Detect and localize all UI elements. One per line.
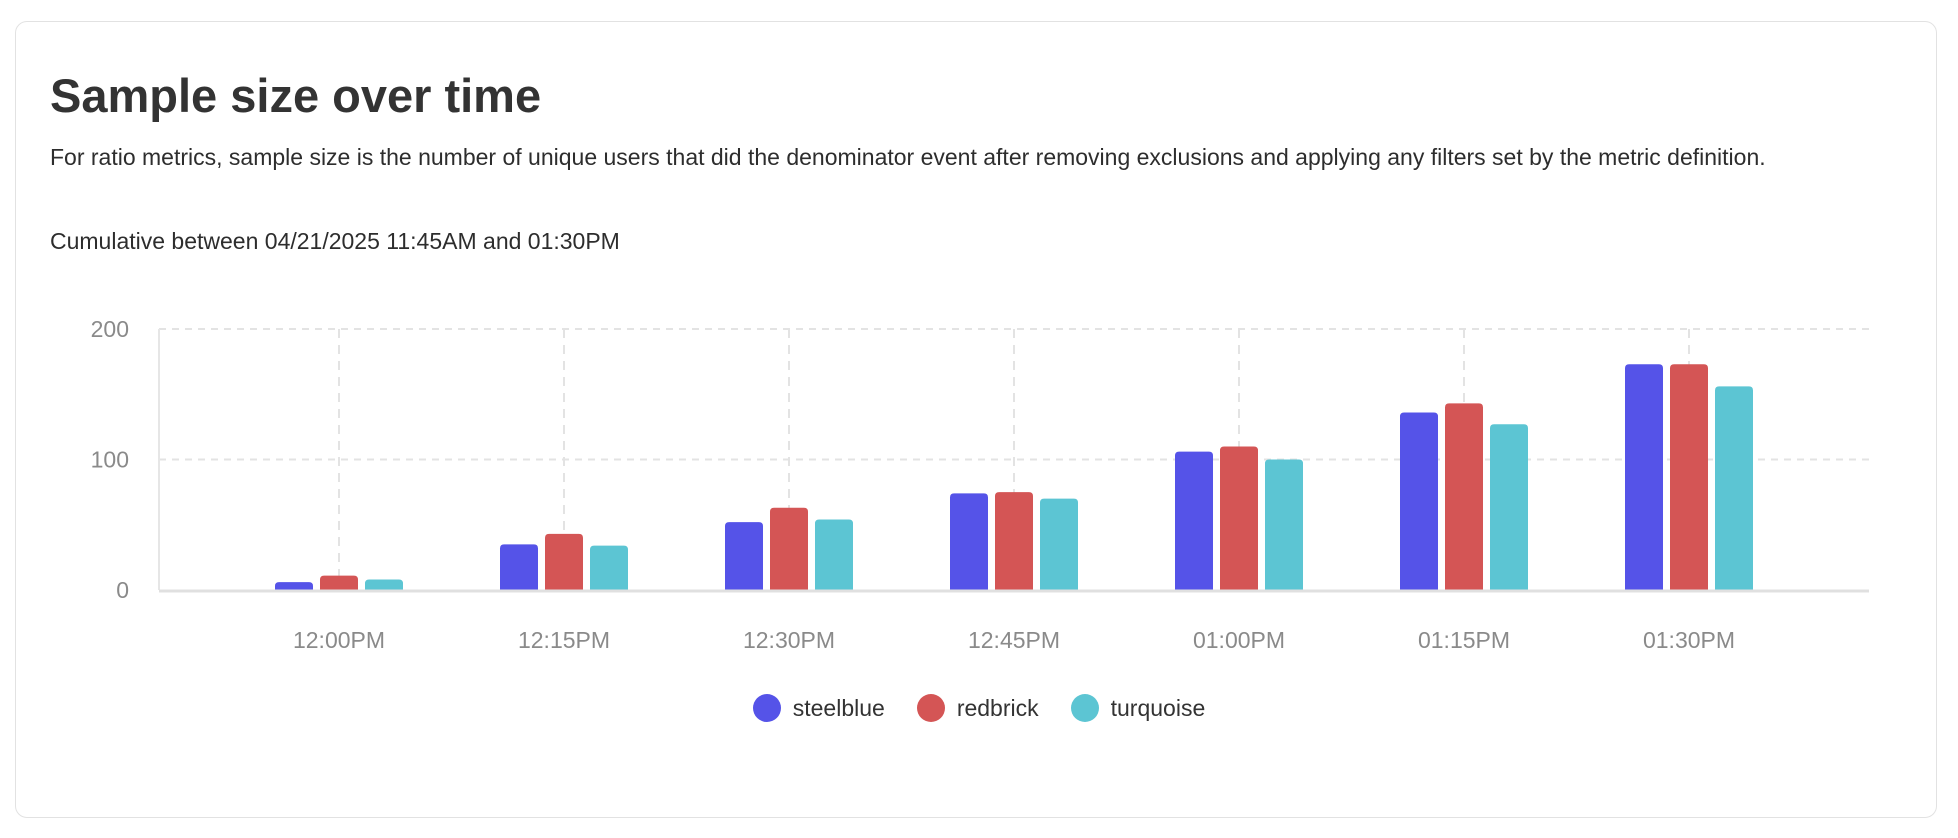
bar-redbrick xyxy=(1445,403,1483,590)
bar-steelblue xyxy=(1175,451,1213,590)
y-tick-label: 0 xyxy=(116,577,129,603)
legend-item-turquoise[interactable]: turquoise xyxy=(1070,694,1206,722)
bar-redbrick xyxy=(1670,364,1708,590)
bar-redbrick xyxy=(1220,446,1258,590)
legend-item-redbrick[interactable]: redbrick xyxy=(916,694,1039,722)
bar-steelblue xyxy=(500,544,538,590)
x-tick-label: 01:15PM xyxy=(1418,627,1510,653)
bar-redbrick xyxy=(320,575,358,590)
x-tick-label: 12:15PM xyxy=(518,627,610,653)
legend-label: turquoise xyxy=(1110,694,1206,721)
chart-description: For ratio metrics, sample size is the nu… xyxy=(50,144,1766,170)
bar-redbrick xyxy=(545,533,583,590)
x-tick-label: 01:30PM xyxy=(1643,627,1735,653)
page-title: Sample size over time xyxy=(50,69,542,122)
legend-swatch xyxy=(916,694,945,722)
bar-steelblue xyxy=(725,522,763,590)
chart-card xyxy=(15,21,1937,818)
legend-label: steelblue xyxy=(792,694,885,721)
bar-turquoise xyxy=(1715,386,1753,590)
bar-turquoise xyxy=(815,519,853,590)
bar-turquoise xyxy=(1265,459,1303,590)
date-range-text: Cumulative between 04/21/2025 11:45AM an… xyxy=(50,228,620,254)
x-tick-label: 12:30PM xyxy=(743,627,835,653)
chart-legend: steelblue redbrick turquoise xyxy=(0,694,1958,722)
bar-steelblue xyxy=(1625,364,1663,590)
bar-redbrick xyxy=(770,507,808,590)
bar-steelblue xyxy=(950,493,988,590)
bar-steelblue xyxy=(275,582,313,590)
y-tick-label: 100 xyxy=(91,447,129,473)
bar-redbrick xyxy=(995,492,1033,590)
bar-steelblue xyxy=(1400,412,1438,590)
y-tick-label: 200 xyxy=(91,316,129,342)
bar-turquoise xyxy=(1040,498,1078,590)
bar-turquoise xyxy=(590,545,628,590)
legend-swatch xyxy=(1070,694,1099,722)
bar-turquoise xyxy=(365,579,403,590)
x-tick-label: 12:45PM xyxy=(968,627,1060,653)
legend-swatch xyxy=(752,694,781,722)
legend-label: redbrick xyxy=(956,694,1039,721)
bar-turquoise xyxy=(1490,424,1528,590)
x-tick-label: 12:00PM xyxy=(293,627,385,653)
x-tick-label: 01:00PM xyxy=(1193,627,1285,653)
legend-item-steelblue[interactable]: steelblue xyxy=(752,694,885,722)
